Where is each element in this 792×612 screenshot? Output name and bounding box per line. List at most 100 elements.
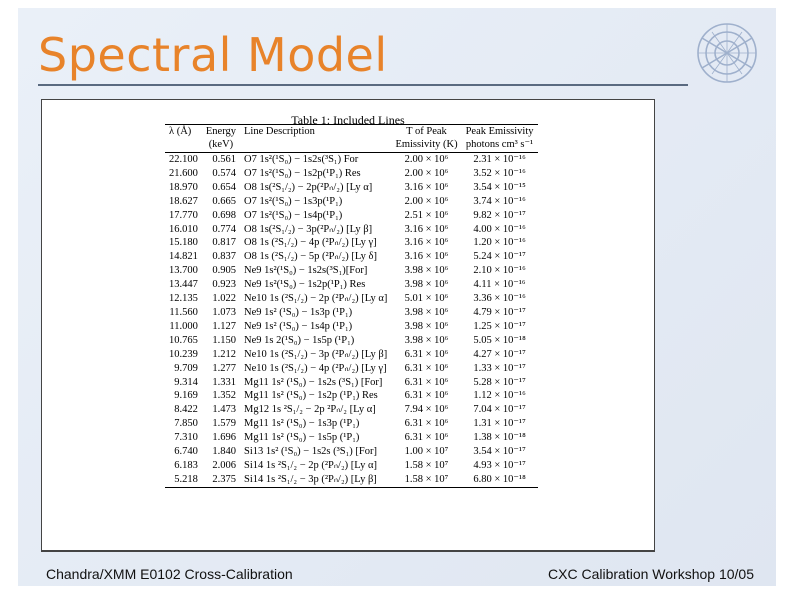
cell-energy: 1.127 bbox=[212, 320, 237, 332]
cell-temperature: 2.00 × 10⁶ bbox=[404, 195, 449, 207]
cell-wavelength: 12.135 bbox=[169, 293, 198, 305]
cell-wavelength: 9.314 bbox=[174, 376, 198, 388]
cell-wavelength: 9.169 bbox=[174, 390, 198, 402]
cell-wavelength: 7.850 bbox=[174, 418, 198, 430]
header-temperature: T of Peak bbox=[391, 124, 462, 138]
header-description: Line Description bbox=[240, 124, 392, 138]
cell-emissivity: 6.80 × 10⁻¹⁸ bbox=[461, 472, 538, 488]
cell-energy: 0.905 bbox=[212, 265, 237, 277]
cell-description: Ne9 1s²(¹S₀) − 1s2s(³S₁)[For] bbox=[244, 265, 368, 277]
cell-energy: 1.022 bbox=[212, 293, 237, 305]
cell-energy: 1.840 bbox=[212, 446, 237, 458]
cell-description: Ne9 1s² (¹S₀) − 1s4p (¹P₁) bbox=[244, 320, 353, 332]
cell-temperature: 6.31 × 10⁶ bbox=[404, 348, 449, 360]
cell-emissivity: 4.11 × 10⁻¹⁶ bbox=[473, 279, 526, 291]
cell-wavelength: 10.765 bbox=[169, 334, 198, 346]
cell-wavelength: 21.600 bbox=[169, 167, 198, 179]
header-energy-unit: (keV) bbox=[201, 138, 241, 153]
cell-emissivity: 9.82 × 10⁻¹⁷ bbox=[473, 209, 526, 221]
cell-description: Mg11 1s² (¹S₀) − 1s2s (³S₁) [For] bbox=[244, 376, 383, 388]
cell-emissivity: 1.33 × 10⁻¹⁷ bbox=[473, 362, 526, 374]
cell-energy: 1.331 bbox=[212, 376, 237, 388]
included-lines-table: λ (Å) Energy Line Description T of Peak … bbox=[165, 124, 538, 488]
table-row: 9.169 1.352 Mg11 1s² (¹S₀) − 1s2p (¹P₁) Re… bbox=[165, 389, 538, 403]
cell-temperature: 3.98 × 10⁶ bbox=[404, 320, 449, 332]
cell-wavelength: 15.180 bbox=[169, 237, 198, 249]
footer-left: Chandra/XMM E0102 Cross-Calibration bbox=[46, 566, 293, 582]
cell-wavelength: 18.970 bbox=[169, 181, 198, 193]
table-row: 13.447 0.923 Ne9 1s²(¹S₀) − 1s2p(¹P₁) Res 3… bbox=[165, 278, 538, 292]
table-row: 10.239 1.212 Ne10 1s (²S₁/₂) − 3p (²Pₙ/₂) … bbox=[165, 348, 538, 362]
cell-energy: 0.774 bbox=[212, 223, 237, 235]
cell-emissivity: 1.31 × 10⁻¹⁷ bbox=[473, 418, 526, 430]
table-row: 22.100 0.561 O7 1s²(¹S₀) − 1s2s(³S₁) For 2.… bbox=[165, 153, 538, 167]
cell-emissivity: 7.04 × 10⁻¹⁷ bbox=[473, 404, 526, 416]
cell-temperature: 6.31 × 10⁶ bbox=[404, 390, 449, 402]
footer-right: CXC Calibration Workshop 10/05 bbox=[548, 566, 754, 582]
table-panel: Table 1: Included Lines λ (Å) Energy Lin… bbox=[41, 99, 655, 551]
table-row: 11.000 1.127 Ne9 1s² (¹S₀) − 1s4p (¹P₁) 3.9… bbox=[165, 320, 538, 334]
cell-emissivity: 1.38 × 10⁻¹⁸ bbox=[473, 432, 526, 444]
table-header-row: λ (Å) Energy Line Description T of Peak … bbox=[165, 124, 538, 138]
cell-description: Si13 1s² (¹S₀) − 1s2s (³S₁) [For] bbox=[244, 446, 377, 458]
cell-energy: 2.006 bbox=[212, 459, 237, 471]
cell-description: Mg11 1s² (¹S₀) − 1s2p (¹P₁) Res bbox=[244, 390, 378, 402]
cell-description: O8 1s(²S₁/₂) − 3p(²Pₙ/₂) [Ly β] bbox=[244, 223, 373, 235]
cell-energy: 0.574 bbox=[212, 167, 237, 179]
cell-wavelength: 11.000 bbox=[169, 320, 198, 332]
cell-wavelength: 13.447 bbox=[169, 279, 198, 291]
cell-wavelength: 17.770 bbox=[169, 209, 198, 221]
cell-description: O7 1s²(¹S₀) − 1s3p(¹P₁) bbox=[244, 195, 343, 207]
cell-energy: 0.698 bbox=[212, 209, 237, 221]
cell-emissivity: 1.20 × 10⁻¹⁶ bbox=[473, 237, 526, 249]
cell-wavelength: 22.100 bbox=[169, 154, 198, 165]
cell-energy: 0.923 bbox=[212, 279, 237, 291]
cell-temperature: 1.58 × 10⁷ bbox=[391, 472, 462, 488]
cell-wavelength: 13.700 bbox=[169, 265, 198, 277]
cell-energy: 1.212 bbox=[212, 348, 237, 360]
cell-description: Ne10 1s (²S₁/₂) − 3p (²Pₙ/₂) [Ly β] bbox=[244, 348, 388, 360]
cell-description: O8 1s (²S₁/₂) − 4p (²Pₙ/₂) [Ly γ] bbox=[244, 237, 377, 249]
chandra-logo-icon bbox=[697, 23, 757, 83]
cell-temperature: 3.98 × 10⁶ bbox=[404, 334, 449, 346]
cell-description: Ne10 1s (²S₁/₂) − 2p (²Pₙ/₂) [Ly α] bbox=[244, 293, 388, 305]
cell-description: O7 1s²(¹S₀) − 1s4p(¹P₁) bbox=[244, 209, 343, 221]
cell-temperature: 3.98 × 10⁶ bbox=[404, 279, 449, 291]
cell-emissivity: 3.54 × 10⁻¹⁵ bbox=[473, 181, 526, 193]
title-underline bbox=[38, 84, 688, 86]
cell-energy: 0.654 bbox=[212, 181, 237, 193]
cell-wavelength: 6.183 bbox=[174, 459, 198, 471]
cell-emissivity: 3.36 × 10⁻¹⁶ bbox=[473, 293, 526, 305]
cell-description: O7 1s²(¹S₀) − 1s2p(¹P₁) Res bbox=[244, 167, 361, 179]
cell-description: O8 1s (²S₁/₂) − 5p (²Pₙ/₂) [Ly δ] bbox=[244, 251, 377, 263]
table-row: 7.310 1.696 Mg11 1s² (¹S₀) − 1s5p (¹P₁) 6.3… bbox=[165, 431, 538, 445]
cell-energy: 1.352 bbox=[212, 390, 237, 402]
header-wavelength-unit bbox=[165, 138, 202, 153]
table-row: 9.709 1.277 Ne10 1s (²S₁/₂) − 4p (²Pₙ/₂) [… bbox=[165, 362, 538, 376]
cell-emissivity: 3.74 × 10⁻¹⁶ bbox=[473, 195, 526, 207]
cell-wavelength: 11.560 bbox=[169, 306, 198, 318]
cell-wavelength: 8.422 bbox=[174, 404, 198, 416]
cell-temperature: 3.16 × 10⁶ bbox=[404, 251, 449, 263]
cell-energy: 0.561 bbox=[212, 154, 237, 165]
table-row: 10.765 1.150 Ne9 1s 2(¹S₀) − 1s5p (¹P₁) 3.9… bbox=[165, 334, 538, 348]
cell-energy: 1.150 bbox=[212, 334, 237, 346]
cell-description: O7 1s²(¹S₀) − 1s2s(³S₁) For bbox=[244, 154, 359, 165]
cell-emissivity: 4.79 × 10⁻¹⁷ bbox=[473, 306, 526, 318]
cell-energy: 2.375 bbox=[201, 472, 241, 488]
table-header-row-units: (keV) Emissivity (K) photons cm³ s⁻¹ bbox=[165, 138, 538, 153]
cell-emissivity: 4.93 × 10⁻¹⁷ bbox=[473, 459, 526, 471]
cell-wavelength: 9.709 bbox=[174, 362, 198, 374]
cell-description: O8 1s(²S₁/₂) − 2p(²Pₙ/₂) [Ly α] bbox=[244, 181, 373, 193]
cell-temperature: 1.58 × 10⁷ bbox=[404, 459, 449, 471]
cell-temperature: 6.31 × 10⁶ bbox=[404, 362, 449, 374]
cell-temperature: 2.51 × 10⁶ bbox=[404, 209, 449, 221]
table-row: 13.700 0.905 Ne9 1s²(¹S₀) − 1s2s(³S₁)[For]… bbox=[165, 264, 538, 278]
slide-title: Spectral Model bbox=[38, 28, 388, 82]
table-row: 11.560 1.073 Ne9 1s² (¹S₀) − 1s3p (¹P₁) 3.9… bbox=[165, 306, 538, 320]
cell-emissivity: 1.25 × 10⁻¹⁷ bbox=[473, 320, 526, 332]
cell-temperature: 6.31 × 10⁶ bbox=[404, 418, 449, 430]
header-description-unit bbox=[240, 138, 392, 153]
cell-energy: 0.665 bbox=[212, 195, 237, 207]
table-caption: Table 1: Included Lines bbox=[291, 113, 405, 127]
